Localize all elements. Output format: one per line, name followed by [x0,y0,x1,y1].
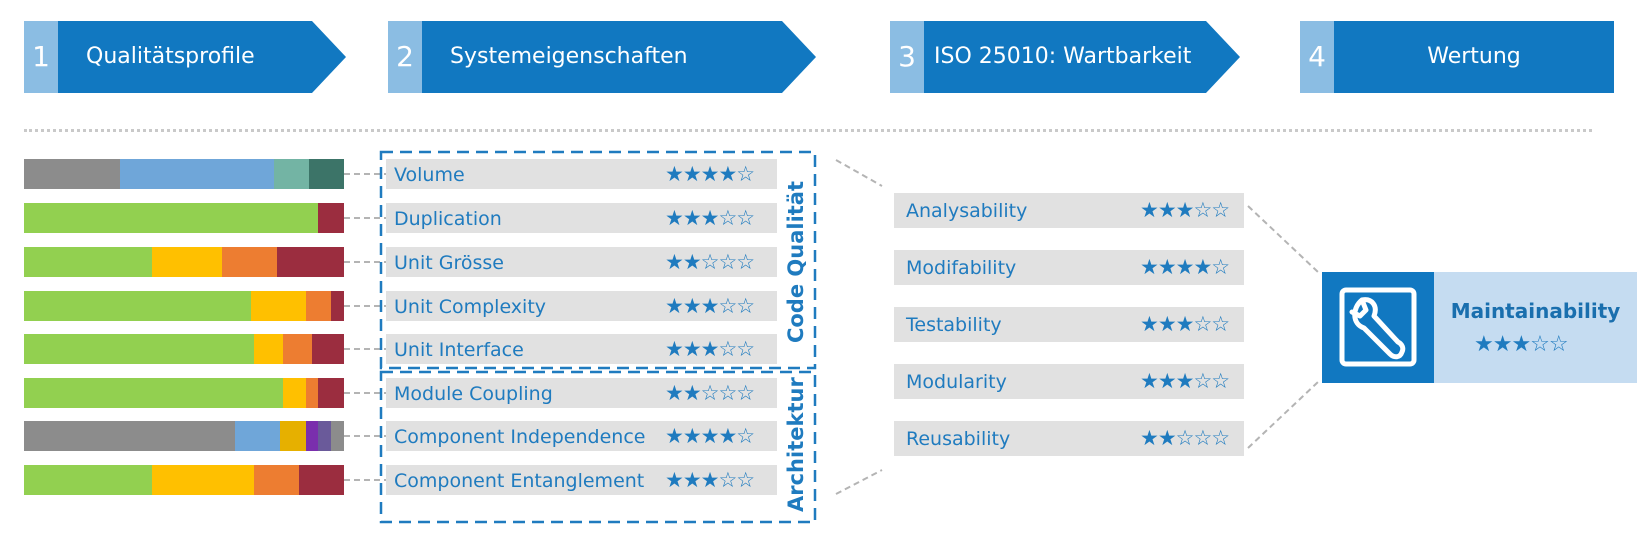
step-number: 1 [24,21,58,93]
star-rating: ★★★☆☆ [1474,332,1569,357]
iso-row-reusability: Reusability ★★☆☆☆ [894,421,1244,456]
property-row-component-independence: Component Independence ★★★★☆ [386,421,777,451]
profile-bar [24,203,344,233]
star-rating: ★★★☆☆ [665,337,755,361]
profile-segment [24,291,252,321]
group-label-code-quality: Code Qualität [784,180,808,344]
star-rating: ★★★☆☆ [1140,369,1230,393]
property-label: Duplication [394,208,502,230]
profile-segment [24,203,319,233]
profile-segment [251,291,306,321]
star-rating: ★★☆☆☆ [1140,426,1230,450]
result-label: Maintainability [1450,299,1621,323]
iso-row-analysability: Analysability ★★★☆☆ [894,193,1244,228]
property-row-module-coupling: Module Coupling ★★☆☆☆ [386,378,777,408]
wrench-icon [1339,287,1417,367]
profile-segment [279,421,306,451]
profile-bar [24,159,344,189]
star-rating: ★★★★☆ [665,424,755,448]
iso-label: Testability [906,314,1002,336]
property-label: Unit Interface [394,339,524,361]
star-rating: ★★★☆☆ [665,468,755,492]
property-row-unit-interface: Unit Interface ★★★☆☆ [386,334,777,364]
profile-segment [308,159,344,189]
star-rating: ★★★★☆ [1140,255,1230,279]
property-label: Unit Grösse [394,252,504,274]
iso-label: Modifability [906,257,1017,279]
property-label: Component Independence [394,426,646,448]
property-label: Module Coupling [394,383,553,405]
profile-segment [24,334,255,364]
profile-segment [318,378,344,408]
step-number: 3 [890,21,924,93]
profile-segment [283,378,306,408]
step-label: Systemeigenschaften [422,21,816,93]
star-rating: ★★★☆☆ [665,206,755,230]
profile-segment [24,378,284,408]
step-label: Wertung [1334,21,1614,93]
profile-segment [276,247,344,277]
maintainability-panel: Maintainability ★★★☆☆ [1434,272,1637,383]
property-label: Unit Complexity [394,296,547,318]
property-row-unit-size: Unit Grösse ★★☆☆☆ [386,247,777,277]
profile-segment [318,421,332,451]
profile-bar [24,465,344,495]
profile-segment [311,334,344,364]
iso-row-testability: Testability ★★★☆☆ [894,307,1244,342]
iso-label: Reusability [906,428,1011,450]
profile-segment [283,334,312,364]
profile-segment [152,465,255,495]
profile-bar [24,334,344,364]
iso-row-modularity: Modularity ★★★☆☆ [894,364,1244,399]
star-rating: ★★★☆☆ [1140,198,1230,222]
profile-segment [24,159,120,189]
profile-bar [24,421,344,451]
step-number: 2 [388,21,422,93]
profile-segment [318,203,344,233]
property-label: Volume [394,164,465,186]
star-rating: ★★★★☆ [665,162,755,186]
profile-segment [24,247,152,277]
profile-segment [305,291,332,321]
profile-segment [120,159,274,189]
profile-segment [24,421,236,451]
profile-segment [305,421,319,451]
profile-bar [24,291,344,321]
profile-segment [24,465,152,495]
property-label: Component Entanglement [394,470,645,492]
profile-bar [24,378,344,408]
maintainability-tile [1322,272,1434,383]
dotted-divider [24,129,1592,132]
star-rating: ★★☆☆☆ [665,250,755,274]
profile-segment [254,465,300,495]
profile-segment [235,421,280,451]
property-row-unit-complexity: Unit Complexity ★★★☆☆ [386,291,777,321]
profile-segment [222,247,277,277]
profile-segment [331,421,344,451]
property-row-duplication: Duplication ★★★☆☆ [386,203,777,233]
profile-segment [331,291,344,321]
profile-segment [152,247,223,277]
profile-bar [24,247,344,277]
step-label: Qualitätsprofile [58,21,346,93]
property-row-volume: Volume ★★★★☆ [386,159,777,189]
step-label: ISO 25010: Wartbarkeit [924,21,1240,93]
profile-segment [254,334,284,364]
iso-label: Modularity [906,371,1007,393]
step-number: 4 [1300,21,1334,93]
profile-segment [305,378,319,408]
star-rating: ★★☆☆☆ [665,381,755,405]
profile-segment [299,465,344,495]
property-row-component-entanglement: Component Entanglement ★★★☆☆ [386,465,777,495]
group-label-architecture: Architektur [784,377,808,512]
iso-row-modifability: Modifability ★★★★☆ [894,250,1244,285]
star-rating: ★★★☆☆ [1140,312,1230,336]
star-rating: ★★★☆☆ [665,294,755,318]
iso-label: Analysability [906,200,1028,222]
profile-segment [273,159,309,189]
